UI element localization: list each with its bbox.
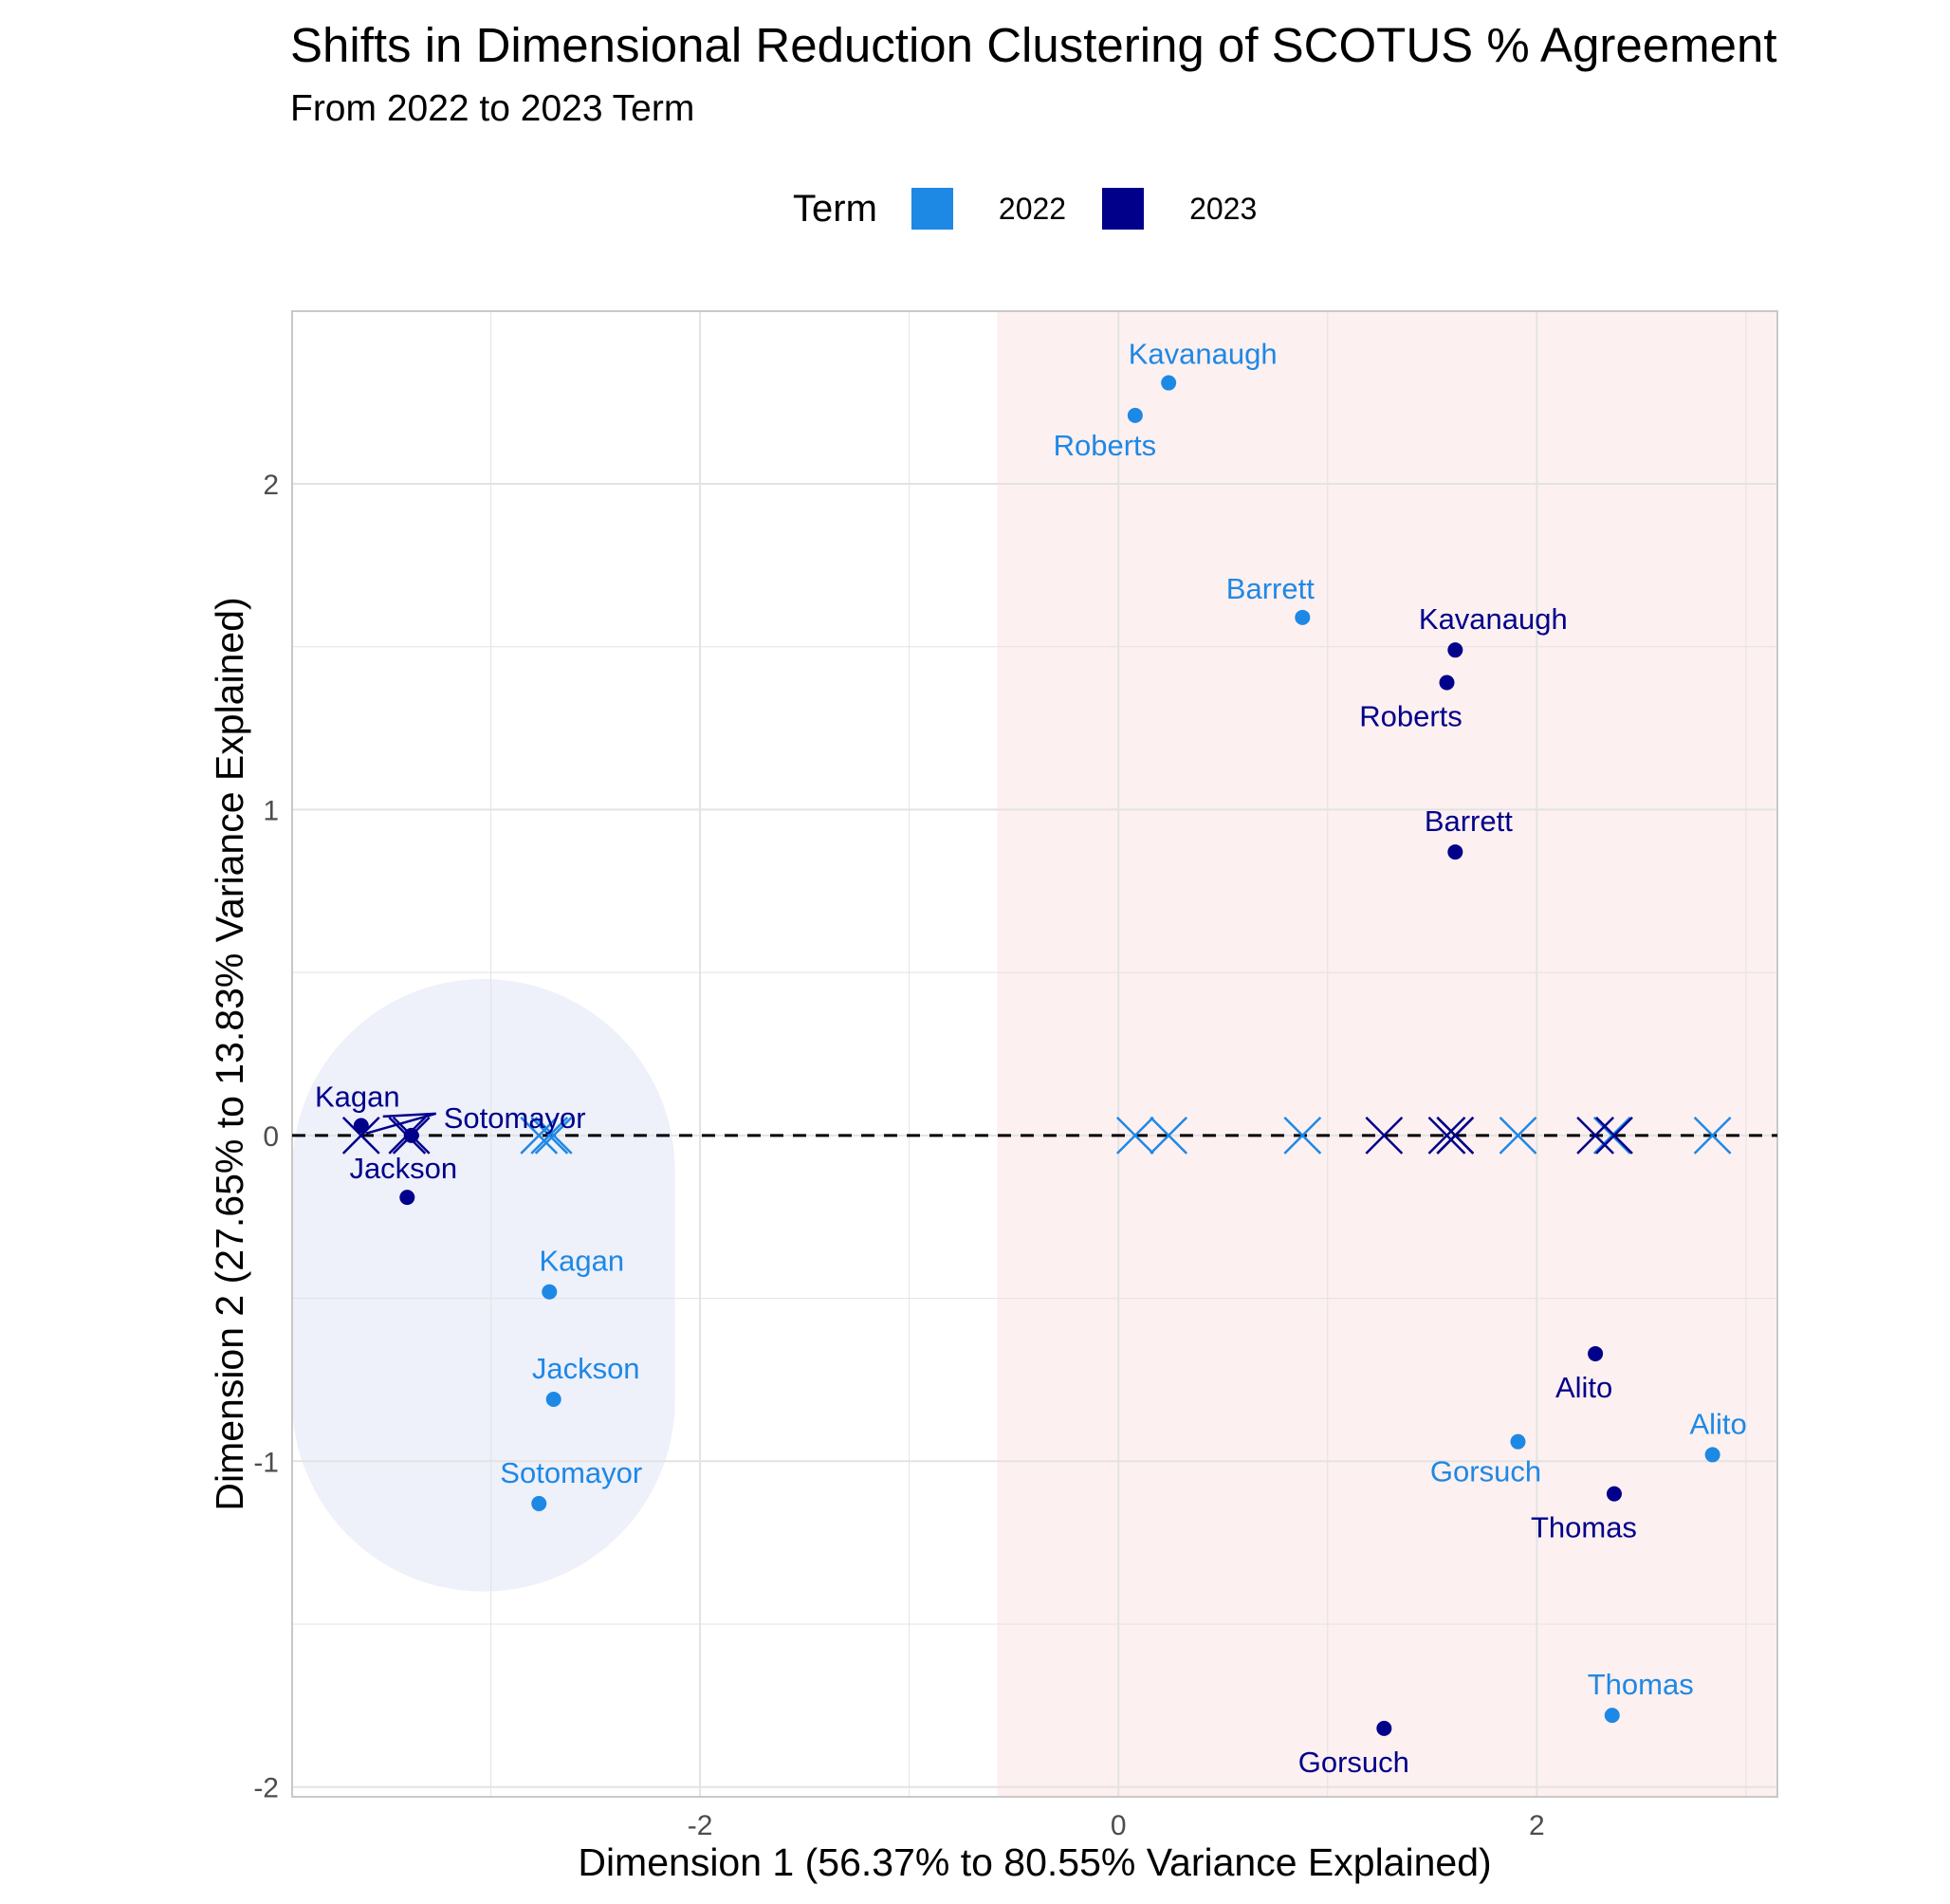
projection-marker-2023-thomas — [1595, 1116, 1633, 1155]
point-2022-roberts — [1127, 407, 1143, 423]
series-2022: Kavanaugh Roberts Barrett Kagan Jackson Sotom… — [500, 338, 1747, 1724]
projection-marker-2022-thomas — [1592, 1116, 1631, 1155]
projection-marker-2023-kagan — [341, 1116, 380, 1155]
point-2023-gorsuch — [1376, 1720, 1392, 1736]
point-label-2022-sotomayor: Sotomayor — [500, 1456, 642, 1489]
y-tick-label: -2 — [253, 1773, 279, 1804]
projection-marker-stroke — [341, 1116, 380, 1155]
point-label-2022-thomas: Thomas — [1588, 1668, 1694, 1701]
projection-marker-2022-kavanaugh — [1150, 1116, 1188, 1155]
projection-marker-stroke — [1365, 1116, 1404, 1155]
point-2023-kavanaugh — [1447, 642, 1463, 658]
projection-marker-2023-barrett — [1436, 1116, 1475, 1155]
y-axis-title: Dimension 2 (27.65% to 13.83% Variance E… — [208, 597, 251, 1510]
point-label-2023-kavanaugh: Kavanaugh — [1419, 602, 1568, 636]
projection-marker-stroke — [1115, 1116, 1154, 1155]
region-layer — [292, 311, 1777, 1797]
point-2022-barrett — [1295, 609, 1311, 625]
y-tick-label: -1 — [253, 1447, 279, 1478]
projection-marker-stroke — [1283, 1116, 1322, 1155]
point-label-2022-jackson: Jackson — [532, 1352, 640, 1385]
projection-marker-2022-roberts — [1115, 1116, 1154, 1155]
y-tick-label: 0 — [263, 1121, 279, 1153]
projection-marker-2022-sotomayor — [520, 1116, 559, 1155]
point-label-2023-sotomayor: Sotomayor — [444, 1101, 586, 1135]
projection-marker-stroke — [1693, 1116, 1732, 1155]
point-2022-sotomayor — [531, 1495, 547, 1511]
left-cluster-region — [292, 979, 675, 1592]
point-2023-barrett — [1447, 844, 1463, 860]
legend-label-2023: 2023 — [1189, 191, 1258, 226]
point-label-2023-jackson: Jackson — [349, 1152, 457, 1185]
point-2023-alito — [1588, 1345, 1604, 1361]
point-2022-jackson — [545, 1392, 561, 1408]
projection-marker-stroke — [1150, 1116, 1188, 1155]
chart-title: Shifts in Dimensional Reduction Clusteri… — [290, 18, 1777, 72]
point-2023-thomas — [1606, 1486, 1622, 1502]
point-label-2022-kagan: Kagan — [539, 1245, 624, 1278]
point-2023-jackson — [399, 1190, 415, 1206]
grid-layer — [292, 311, 1777, 1797]
series-2023: Kavanaugh Roberts Barrett Kagan Sotomayor Jac… — [315, 602, 1637, 1779]
projection-marker-2023-alito — [1576, 1116, 1614, 1155]
projection-marker-2022-jackson — [534, 1116, 573, 1155]
projection-marker-stroke — [1592, 1116, 1631, 1155]
y-tick-label: 2 — [263, 470, 279, 501]
point-2022-thomas — [1604, 1708, 1620, 1724]
legend-title: Term — [793, 187, 877, 230]
legend-item-2023: 2023 — [1102, 188, 1257, 230]
point-2023-kagan — [353, 1118, 369, 1134]
legend-key-2022 — [911, 188, 953, 230]
point-2022-kagan — [542, 1284, 558, 1300]
projection-marker-stroke — [1436, 1116, 1475, 1155]
projection-marker-2022-barrett — [1283, 1116, 1322, 1155]
projection-marker-stroke — [534, 1116, 573, 1155]
y-tick-label: 1 — [263, 795, 279, 826]
right-cluster-region — [997, 311, 1777, 1797]
point-label-2022-barrett: Barrett — [1226, 572, 1315, 605]
label-connector-sotomayor — [365, 1112, 437, 1136]
point-2023-roberts — [1439, 675, 1455, 691]
projection-marker-stroke — [530, 1116, 569, 1155]
point-label-2023-barrett: Barrett — [1425, 804, 1513, 838]
projection-marker-2022-gorsuch — [1499, 1116, 1537, 1155]
projection-marker-2022-alito — [1693, 1116, 1732, 1155]
projection-marker-2023-roberts — [1427, 1116, 1466, 1155]
x-tick-label: 2 — [1529, 1810, 1545, 1841]
point-2022-alito — [1704, 1447, 1720, 1463]
x-tick-label: 0 — [1111, 1810, 1127, 1841]
legend-label-2022: 2022 — [998, 191, 1067, 226]
point-2023-sotomayor — [403, 1127, 419, 1143]
point-label-2022-kavanaugh: Kavanaugh — [1129, 338, 1278, 371]
point-label-2023-thomas: Thomas — [1531, 1511, 1637, 1544]
point-label-2023-alito: Alito — [1555, 1371, 1612, 1404]
panel-border — [291, 310, 1778, 1798]
x-axis-title: Dimension 1 (56.37% to 80.55% Variance E… — [578, 1840, 1491, 1884]
projection-marker-stroke — [1576, 1116, 1614, 1155]
legend: Term 2022 2023 — [793, 186, 1293, 231]
point-label-2023-gorsuch: Gorsuch — [1298, 1746, 1409, 1779]
projection-marker-stroke — [1595, 1116, 1633, 1155]
point-label-2023-roberts: Roberts — [1359, 700, 1462, 733]
point-label-2022-roberts: Roberts — [1054, 429, 1157, 462]
projection-marker-2022-kagan — [530, 1116, 569, 1155]
legend-key-2023 — [1102, 188, 1145, 230]
projection-marker-2023-gorsuch — [1365, 1116, 1404, 1155]
point-2022-gorsuch — [1510, 1433, 1526, 1450]
legend-item-2022: 2022 — [911, 188, 1066, 230]
projection-marker-stroke — [1427, 1116, 1466, 1155]
projection-marker-stroke — [520, 1116, 559, 1155]
point-label-2023-kagan: Kagan — [315, 1081, 400, 1114]
point-2022-kavanaugh — [1161, 375, 1177, 391]
projection-marker-stroke — [1499, 1116, 1537, 1155]
point-label-2022-gorsuch: Gorsuch — [1430, 1455, 1541, 1488]
point-label-2022-alito: Alito — [1689, 1407, 1746, 1440]
chart-subtitle: From 2022 to 2023 Term — [290, 88, 695, 129]
x-tick-label: -2 — [688, 1810, 713, 1841]
